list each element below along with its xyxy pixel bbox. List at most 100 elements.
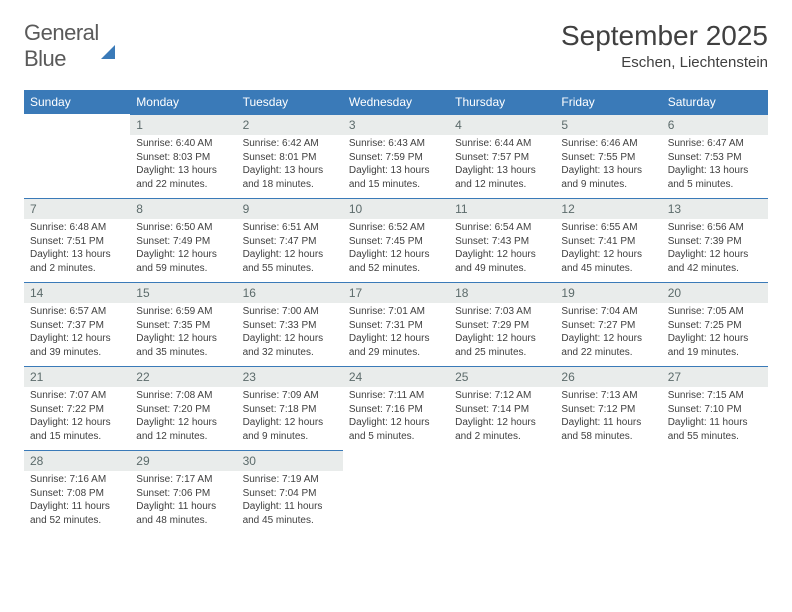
day-body: Sunrise: 6:55 AMSunset: 7:41 PMDaylight:… <box>555 219 661 279</box>
day-number: 9 <box>237 198 343 219</box>
day-number: 20 <box>662 282 768 303</box>
daylight-text: Daylight: 12 hours and 2 minutes. <box>455 416 549 443</box>
calendar-cell: 18Sunrise: 7:03 AMSunset: 7:29 PMDayligh… <box>449 282 555 366</box>
calendar-cell: 11Sunrise: 6:54 AMSunset: 7:43 PMDayligh… <box>449 198 555 282</box>
sunrise-text: Sunrise: 6:51 AM <box>243 221 337 235</box>
sunset-text: Sunset: 8:01 PM <box>243 151 337 165</box>
day-number: 28 <box>24 450 130 471</box>
daylight-text: Daylight: 12 hours and 32 minutes. <box>243 332 337 359</box>
calendar-cell: 30Sunrise: 7:19 AMSunset: 7:04 PMDayligh… <box>237 450 343 531</box>
sunrise-text: Sunrise: 7:11 AM <box>349 389 443 403</box>
daylight-text: Daylight: 11 hours and 58 minutes. <box>561 416 655 443</box>
daylight-text: Daylight: 13 hours and 2 minutes. <box>30 248 124 275</box>
sunrise-text: Sunrise: 7:08 AM <box>136 389 230 403</box>
daylight-text: Daylight: 12 hours and 52 minutes. <box>349 248 443 275</box>
sunset-text: Sunset: 7:29 PM <box>455 319 549 333</box>
sunset-text: Sunset: 7:27 PM <box>561 319 655 333</box>
weekday-header: Monday <box>130 90 236 114</box>
logo-line1: General <box>24 20 115 46</box>
day-body: Sunrise: 6:42 AMSunset: 8:01 PMDaylight:… <box>237 135 343 195</box>
calendar-cell: 22Sunrise: 7:08 AMSunset: 7:20 PMDayligh… <box>130 366 236 450</box>
header: General Blue September 2025 Eschen, Liec… <box>24 20 768 72</box>
sunset-text: Sunset: 7:08 PM <box>30 487 124 501</box>
daylight-text: Daylight: 12 hours and 59 minutes. <box>136 248 230 275</box>
day-number: 14 <box>24 282 130 303</box>
sunrise-text: Sunrise: 6:59 AM <box>136 305 230 319</box>
day-number: 1 <box>130 114 236 135</box>
sunset-text: Sunset: 7:18 PM <box>243 403 337 417</box>
day-number: 29 <box>130 450 236 471</box>
day-body: Sunrise: 6:51 AMSunset: 7:47 PMDaylight:… <box>237 219 343 279</box>
calendar-body: 1Sunrise: 6:40 AMSunset: 8:03 PMDaylight… <box>24 114 768 531</box>
daylight-text: Daylight: 12 hours and 19 minutes. <box>668 332 762 359</box>
sunrise-text: Sunrise: 7:16 AM <box>30 473 124 487</box>
day-number: 3 <box>343 114 449 135</box>
sunset-text: Sunset: 7:43 PM <box>455 235 549 249</box>
sunrise-text: Sunrise: 6:55 AM <box>561 221 655 235</box>
sunset-text: Sunset: 7:53 PM <box>668 151 762 165</box>
daylight-text: Daylight: 12 hours and 15 minutes. <box>30 416 124 443</box>
sunrise-text: Sunrise: 7:04 AM <box>561 305 655 319</box>
sunrise-text: Sunrise: 7:00 AM <box>243 305 337 319</box>
daylight-text: Daylight: 12 hours and 49 minutes. <box>455 248 549 275</box>
sunset-text: Sunset: 7:33 PM <box>243 319 337 333</box>
sunset-text: Sunset: 7:39 PM <box>668 235 762 249</box>
day-body: Sunrise: 6:47 AMSunset: 7:53 PMDaylight:… <box>662 135 768 195</box>
sunset-text: Sunset: 7:55 PM <box>561 151 655 165</box>
day-body: Sunrise: 6:57 AMSunset: 7:37 PMDaylight:… <box>24 303 130 363</box>
calendar-cell <box>449 450 555 531</box>
day-body: Sunrise: 6:54 AMSunset: 7:43 PMDaylight:… <box>449 219 555 279</box>
day-body: Sunrise: 7:01 AMSunset: 7:31 PMDaylight:… <box>343 303 449 363</box>
weekday-header: Thursday <box>449 90 555 114</box>
calendar-cell: 28Sunrise: 7:16 AMSunset: 7:08 PMDayligh… <box>24 450 130 531</box>
sunset-text: Sunset: 7:14 PM <box>455 403 549 417</box>
day-number: 24 <box>343 366 449 387</box>
sunset-text: Sunset: 7:45 PM <box>349 235 443 249</box>
sunrise-text: Sunrise: 6:44 AM <box>455 137 549 151</box>
sunrise-text: Sunrise: 7:05 AM <box>668 305 762 319</box>
sunset-text: Sunset: 7:41 PM <box>561 235 655 249</box>
weekday-header: Saturday <box>662 90 768 114</box>
sunrise-text: Sunrise: 7:09 AM <box>243 389 337 403</box>
calendar-row: 21Sunrise: 7:07 AMSunset: 7:22 PMDayligh… <box>24 366 768 450</box>
calendar-row: 14Sunrise: 6:57 AMSunset: 7:37 PMDayligh… <box>24 282 768 366</box>
calendar-cell <box>24 114 130 198</box>
calendar-cell: 21Sunrise: 7:07 AMSunset: 7:22 PMDayligh… <box>24 366 130 450</box>
calendar-cell: 1Sunrise: 6:40 AMSunset: 8:03 PMDaylight… <box>130 114 236 198</box>
daylight-text: Daylight: 12 hours and 39 minutes. <box>30 332 124 359</box>
day-number: 17 <box>343 282 449 303</box>
daylight-text: Daylight: 13 hours and 9 minutes. <box>561 164 655 191</box>
day-body: Sunrise: 7:13 AMSunset: 7:12 PMDaylight:… <box>555 387 661 447</box>
calendar-cell: 14Sunrise: 6:57 AMSunset: 7:37 PMDayligh… <box>24 282 130 366</box>
location: Eschen, Liechtenstein <box>561 54 768 71</box>
calendar-cell <box>555 450 661 531</box>
sunrise-text: Sunrise: 6:46 AM <box>561 137 655 151</box>
calendar-cell: 12Sunrise: 6:55 AMSunset: 7:41 PMDayligh… <box>555 198 661 282</box>
sunrise-text: Sunrise: 7:15 AM <box>668 389 762 403</box>
logo-text-block: General Blue <box>24 20 115 72</box>
calendar-cell: 23Sunrise: 7:09 AMSunset: 7:18 PMDayligh… <box>237 366 343 450</box>
sunset-text: Sunset: 7:22 PM <box>30 403 124 417</box>
sunset-text: Sunset: 7:20 PM <box>136 403 230 417</box>
day-body: Sunrise: 7:11 AMSunset: 7:16 PMDaylight:… <box>343 387 449 447</box>
sunset-text: Sunset: 7:16 PM <box>349 403 443 417</box>
sunrise-text: Sunrise: 7:07 AM <box>30 389 124 403</box>
day-body: Sunrise: 7:16 AMSunset: 7:08 PMDaylight:… <box>24 471 130 531</box>
daylight-text: Daylight: 13 hours and 18 minutes. <box>243 164 337 191</box>
day-number: 19 <box>555 282 661 303</box>
sunrise-text: Sunrise: 6:43 AM <box>349 137 443 151</box>
daylight-text: Daylight: 13 hours and 22 minutes. <box>136 164 230 191</box>
calendar-cell: 5Sunrise: 6:46 AMSunset: 7:55 PMDaylight… <box>555 114 661 198</box>
calendar-cell: 25Sunrise: 7:12 AMSunset: 7:14 PMDayligh… <box>449 366 555 450</box>
sunset-text: Sunset: 7:57 PM <box>455 151 549 165</box>
sunrise-text: Sunrise: 6:50 AM <box>136 221 230 235</box>
month-title: September 2025 <box>561 20 768 52</box>
calendar-cell: 29Sunrise: 7:17 AMSunset: 7:06 PMDayligh… <box>130 450 236 531</box>
day-number: 27 <box>662 366 768 387</box>
day-body: Sunrise: 7:05 AMSunset: 7:25 PMDaylight:… <box>662 303 768 363</box>
calendar-cell <box>343 450 449 531</box>
daylight-text: Daylight: 12 hours and 25 minutes. <box>455 332 549 359</box>
day-number: 26 <box>555 366 661 387</box>
daylight-text: Daylight: 12 hours and 42 minutes. <box>668 248 762 275</box>
day-number: 4 <box>449 114 555 135</box>
